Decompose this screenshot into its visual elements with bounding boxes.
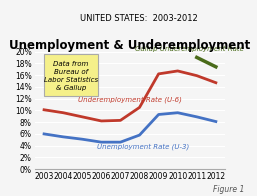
Text: UNITED STATES:  2003-2012: UNITED STATES: 2003-2012 (80, 14, 198, 23)
Text: Figure 1: Figure 1 (213, 185, 244, 194)
Text: Gallup Underemployment Rate: Gallup Underemployment Rate (135, 45, 244, 52)
FancyBboxPatch shape (44, 54, 97, 96)
Title: Unemployment & Underemployment: Unemployment & Underemployment (9, 39, 251, 52)
Text: Underemployment Rate (U-6): Underemployment Rate (U-6) (78, 96, 182, 103)
Text: Unemployment Rate (U-3): Unemployment Rate (U-3) (97, 143, 189, 150)
Text: Data from
Bureau of
Labor Statistics
& Gallup: Data from Bureau of Labor Statistics & G… (44, 61, 98, 91)
